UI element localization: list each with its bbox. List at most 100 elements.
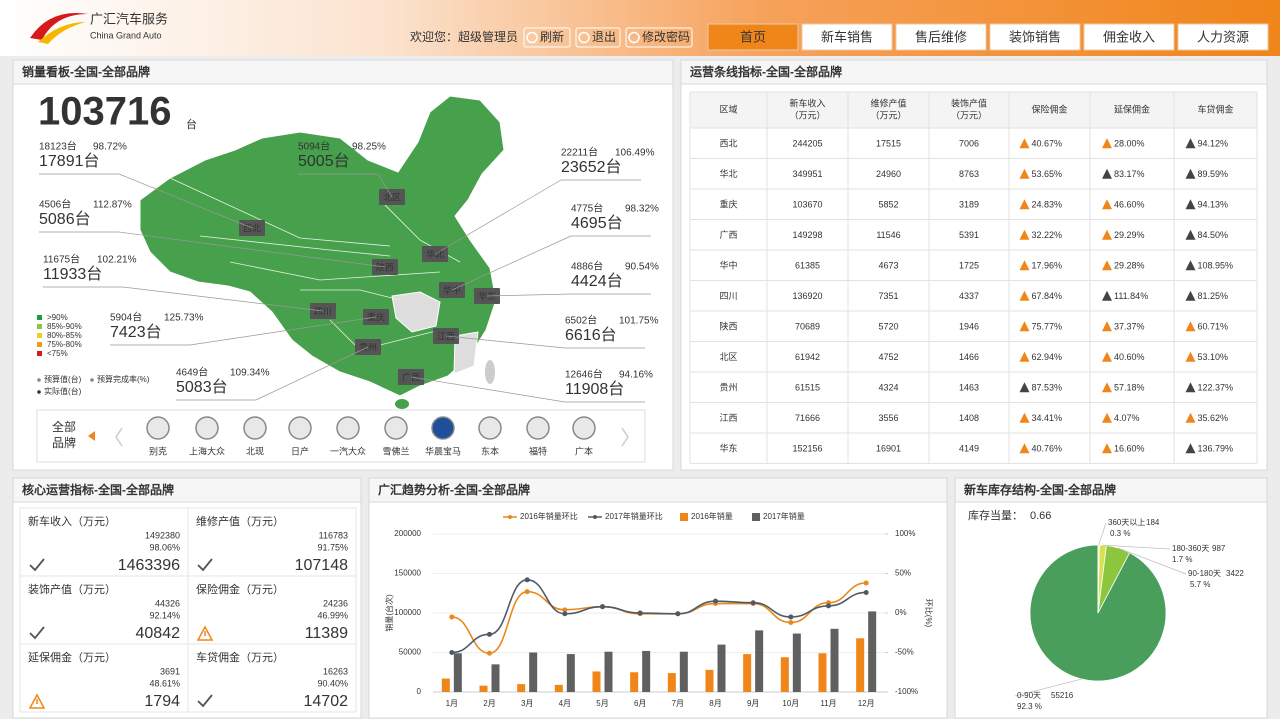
table-cell: 60.71% — [1198, 322, 1229, 332]
nav-tab-label[interactable]: 佣金收入 — [1103, 29, 1155, 44]
status-arrow — [1185, 138, 1196, 149]
callout-leader — [410, 376, 566, 403]
brand-name[interactable]: 上海大众 — [189, 445, 225, 456]
map-border — [300, 289, 401, 301]
note-label: 预算完成率(%) — [97, 374, 150, 384]
brand-next[interactable] — [621, 427, 629, 447]
brand-logo[interactable] — [243, 416, 267, 440]
y2-tick-label: -50% — [895, 648, 914, 657]
brand-name[interactable]: 北现 — [246, 446, 264, 456]
nav-tab-label[interactable]: 人力资源 — [1197, 29, 1249, 44]
map-island — [485, 360, 495, 384]
legend-label: 85%-90% — [47, 322, 82, 331]
y2-tick-label: 0% — [895, 608, 907, 617]
brand-name[interactable]: 广本 — [575, 445, 593, 456]
table-header: 区域 — [719, 103, 737, 114]
metric-actual: 1794 — [144, 693, 180, 710]
header-button[interactable] — [523, 27, 571, 48]
table-cell: 5391 — [959, 230, 979, 240]
panel-title: 新车库存结构-全国-全部品牌 — [964, 482, 1116, 497]
line-point — [562, 607, 568, 613]
status-arrow — [1019, 382, 1030, 393]
callout-leader — [122, 286, 324, 312]
table-cell: 4149 — [959, 444, 979, 454]
map-border — [169, 177, 391, 247]
callout-rate: 125.73% — [164, 313, 204, 324]
table-cell: 重庆 — [719, 199, 737, 210]
table-cell: 244205 — [792, 139, 822, 149]
metric-label: 新车收入（万元） — [28, 514, 116, 528]
nav-tab-label[interactable]: 新车销售 — [821, 29, 873, 44]
table-cell: 111.84% — [1114, 291, 1148, 301]
metric-budget: 1492380 — [145, 530, 180, 540]
panel-header — [12, 477, 362, 503]
table-header: 维修产值 — [870, 97, 906, 108]
table-cell: 11546 — [876, 230, 900, 240]
header-button[interactable] — [625, 27, 693, 48]
brand-filter[interactable]: 全部 — [52, 419, 76, 434]
brand-name[interactable]: 雪佛兰 — [382, 445, 409, 456]
brand-name[interactable]: 别克 — [149, 446, 167, 456]
nav-tab-label[interactable]: 首页 — [740, 29, 766, 44]
nav-tab-label[interactable]: 售后维修 — [915, 29, 967, 44]
brand-name[interactable]: 华晨宝马 — [425, 445, 461, 456]
metric-budget: 3691 — [160, 666, 180, 676]
x-tick-label: 4月 — [559, 699, 571, 708]
legend-label: 80%-85% — [47, 331, 82, 340]
brand-name[interactable]: 东本 — [481, 445, 499, 456]
brand-prev[interactable] — [115, 427, 123, 447]
status-arrow — [1019, 351, 1030, 362]
y2-axis-label: 环比(%) — [924, 599, 934, 628]
brand-logo[interactable] — [572, 416, 596, 440]
header-button-label[interactable]: 退出 — [592, 30, 616, 44]
brand-name[interactable]: 一汽大众 — [330, 445, 366, 456]
metric-rate: 92.14% — [149, 610, 180, 620]
table-cell: 136920 — [792, 291, 822, 301]
nav-tab[interactable] — [801, 23, 893, 51]
panel-title: 销量看板-全国-全部品牌 — [22, 64, 150, 79]
panel-title: 广汇趋势分析-全国-全部品牌 — [378, 482, 530, 497]
table-cell: 75.77% — [1032, 322, 1063, 332]
table-cell: 24.83% — [1032, 200, 1063, 210]
pie-label: 90-180天 — [1188, 569, 1221, 578]
brand-logo[interactable] — [431, 416, 455, 440]
table-header: 车贷佣金 — [1197, 103, 1233, 114]
x-tick-label: 12月 — [858, 699, 875, 708]
brand-logo[interactable] — [384, 416, 408, 440]
table-cell: 32.22% — [1032, 230, 1063, 240]
bar — [642, 650, 651, 692]
pie-leader — [1118, 547, 1187, 575]
brand-logo[interactable] — [478, 416, 502, 440]
bar — [441, 678, 450, 692]
line-point — [675, 611, 681, 617]
status-arrow — [1102, 290, 1112, 301]
legend-label: <75% — [47, 349, 68, 358]
brand-logo[interactable] — [336, 416, 360, 440]
brand-logo[interactable] — [288, 416, 312, 440]
brand-logo[interactable] — [526, 416, 550, 440]
table-cell: 87.53% — [1032, 383, 1063, 393]
nav-tab-label[interactable]: 装饰销售 — [1009, 29, 1061, 44]
map-label: 北区 — [383, 192, 401, 202]
brand-filter[interactable]: 品牌 — [52, 436, 76, 450]
nav-tab[interactable] — [707, 23, 799, 51]
brand-name[interactable]: 日产 — [291, 445, 309, 456]
status-arrow — [1102, 321, 1112, 332]
brand-logo[interactable] — [195, 416, 219, 440]
table-cell: 89.59% — [1198, 169, 1229, 179]
nav-tab[interactable] — [1177, 23, 1269, 51]
nav-tab[interactable] — [989, 23, 1081, 51]
callout-budget: 5904台 — [110, 311, 142, 324]
brand-name[interactable]: 福特 — [529, 445, 547, 456]
nav-tab[interactable] — [1083, 23, 1175, 51]
header-button-label[interactable]: 修改密码 — [642, 29, 690, 44]
header-button[interactable] — [575, 27, 621, 48]
header-button-label[interactable]: 刷新 — [540, 29, 564, 44]
line-point — [863, 589, 869, 595]
map-label: 贵州 — [359, 341, 377, 352]
table-cell: 北区 — [719, 352, 737, 362]
brand-logo[interactable] — [146, 416, 170, 440]
nav-tab[interactable] — [895, 23, 987, 51]
panel-header — [368, 477, 948, 503]
